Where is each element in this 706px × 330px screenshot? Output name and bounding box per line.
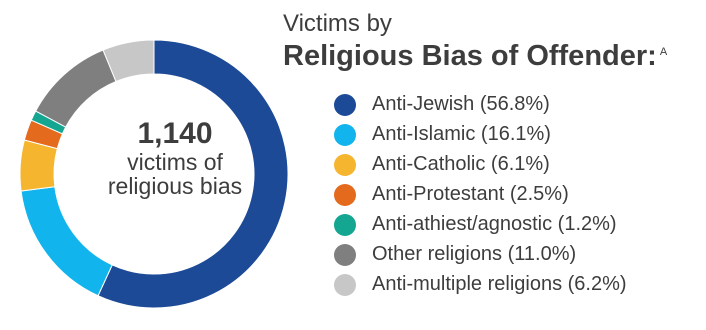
legend-label: Anti-Catholic (6.1%) bbox=[372, 153, 550, 175]
legend-label: Anti-Jewish (56.8%) bbox=[372, 93, 550, 115]
center-label-line2: religious bias bbox=[107, 172, 243, 199]
chart-title-line1: Victims by bbox=[283, 10, 392, 37]
legend-item-anti-catholic: Anti-Catholic (6.1%) bbox=[334, 152, 672, 182]
donut-center-label: 1,140 victims of religious bias bbox=[80, 118, 270, 198]
center-label-line1: victims of bbox=[127, 148, 223, 175]
chart-title-line2: Religious Bias of Offender: A bbox=[283, 40, 667, 73]
legend-swatch bbox=[334, 184, 356, 206]
legend-label: Anti-athiest/agnostic (1.2%) bbox=[372, 213, 617, 235]
title-footnote-marker: A bbox=[659, 46, 668, 58]
legend-swatch bbox=[334, 124, 356, 146]
legend-swatch bbox=[334, 274, 356, 296]
donut-slice-anti-jewish bbox=[97, 39, 289, 309]
donut-slice-anti-multiple-religions bbox=[102, 39, 155, 83]
legend-label: Other religions (11.0%) bbox=[372, 243, 577, 265]
chart-legend: Anti-Jewish (56.8%) Anti-Islamic (16.1%)… bbox=[334, 92, 672, 324]
legend-item-anti-multiple-religions: Anti-multiple religions (6.2%) bbox=[334, 272, 672, 324]
legend-item-anti-protestant: Anti-Protestant (2.5%) bbox=[334, 182, 672, 212]
legend-item-other-religions: Other religions (11.0%) bbox=[334, 242, 672, 272]
legend-label: Anti-Protestant (2.5%) bbox=[372, 183, 569, 205]
legend-swatch bbox=[334, 94, 356, 116]
total-victims-count: 1,140 bbox=[137, 117, 213, 150]
legend-swatch bbox=[334, 214, 356, 236]
legend-label: Anti-multiple religions (6.2%) bbox=[372, 273, 627, 295]
donut-slice-other-religions bbox=[35, 49, 117, 128]
legend-item-anti-jewish: Anti-Jewish (56.8%) bbox=[334, 92, 672, 122]
legend-item-anti-atheist-agnostic: Anti-athiest/agnostic (1.2%) bbox=[334, 212, 672, 242]
legend-label: Anti-Islamic (16.1%) bbox=[372, 123, 551, 145]
legend-item-anti-islamic: Anti-Islamic (16.1%) bbox=[334, 122, 672, 152]
donut-chart bbox=[19, 39, 289, 309]
donut-slice-anti-islamic bbox=[20, 186, 113, 297]
legend-swatch bbox=[334, 244, 356, 266]
legend-swatch bbox=[334, 154, 356, 176]
chart-title-text: Religious Bias of Offender: bbox=[283, 40, 657, 72]
